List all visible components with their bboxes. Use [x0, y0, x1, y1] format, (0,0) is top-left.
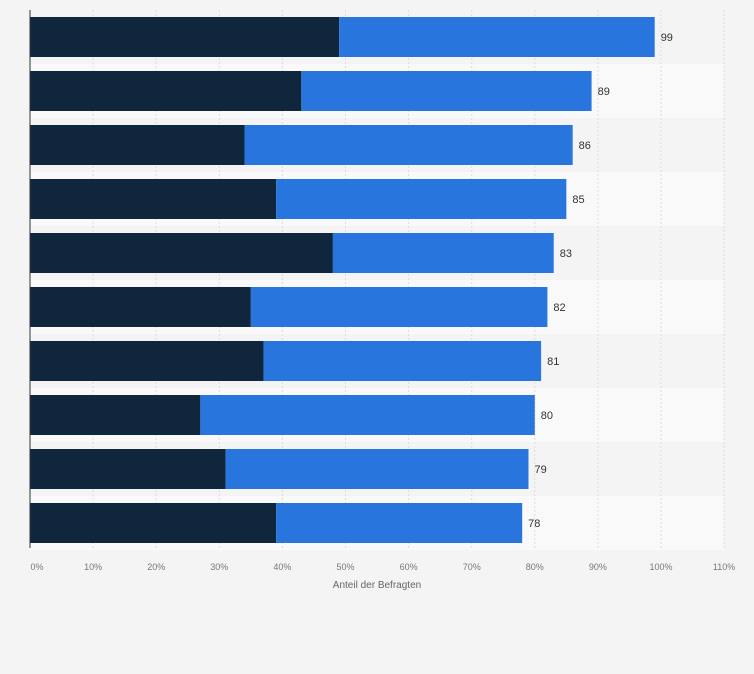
- bar-segment-2: [276, 179, 567, 219]
- bar-segment-1: [30, 17, 340, 57]
- bar-segment-2: [339, 17, 655, 57]
- x-tick-label: 60%: [400, 562, 418, 572]
- bar-segment-2: [250, 287, 548, 327]
- x-tick-label: 20%: [147, 562, 165, 572]
- bar-segment-1: [30, 233, 333, 273]
- x-tick-label: 90%: [589, 562, 607, 572]
- bar-segment-1: [30, 179, 277, 219]
- x-tick-label: 70%: [463, 562, 481, 572]
- bar-segment-2: [225, 449, 529, 489]
- bar-segment-2: [244, 125, 573, 165]
- bar-total-label: 82: [553, 302, 565, 314]
- x-tick-label: 30%: [210, 562, 228, 572]
- bar-segment-1: [30, 71, 302, 111]
- bar-total-label: 81: [547, 356, 559, 368]
- bar-segment-2: [200, 395, 535, 435]
- bar-segment-2: [276, 503, 523, 543]
- x-axis-title: Anteil der Befragten: [333, 580, 421, 591]
- bar-total-label: 89: [598, 86, 610, 98]
- bar-segment-1: [30, 125, 245, 165]
- x-tick-label: 110%: [713, 562, 735, 572]
- x-tick-labels: 0% 10% 20% 30% 40% 50% 60% 70% 80% 90% 100% 110%: [30, 562, 735, 572]
- x-tick-label: 50%: [336, 562, 354, 572]
- x-tick-label: 0%: [30, 562, 43, 572]
- bar-total-label: 78: [528, 518, 540, 530]
- bar-total-label: 79: [534, 464, 546, 476]
- x-tick-label: 100%: [649, 562, 672, 572]
- x-tick-label: 80%: [526, 562, 544, 572]
- bar-segment-1: [30, 503, 277, 543]
- bar-total-label: 99: [661, 32, 673, 44]
- x-tick-label: 10%: [84, 562, 102, 572]
- bar-total-label: 86: [579, 140, 591, 152]
- bar-total-label: 80: [541, 410, 553, 422]
- bars: [30, 17, 655, 543]
- bar-segment-1: [30, 341, 264, 381]
- bar-segment-1: [30, 449, 226, 489]
- bar-segment-2: [301, 71, 592, 111]
- bar-segment-1: [30, 395, 201, 435]
- bar-segment-2: [263, 341, 542, 381]
- bar-total-label: 85: [572, 194, 584, 206]
- total-labels: 99 89 86 85 83 82 81 80 79 78: [528, 32, 673, 530]
- bar-total-label: 83: [560, 248, 572, 260]
- bar-segment-1: [30, 287, 251, 327]
- x-tick-label: 40%: [273, 562, 291, 572]
- bar-segment-2: [332, 233, 554, 273]
